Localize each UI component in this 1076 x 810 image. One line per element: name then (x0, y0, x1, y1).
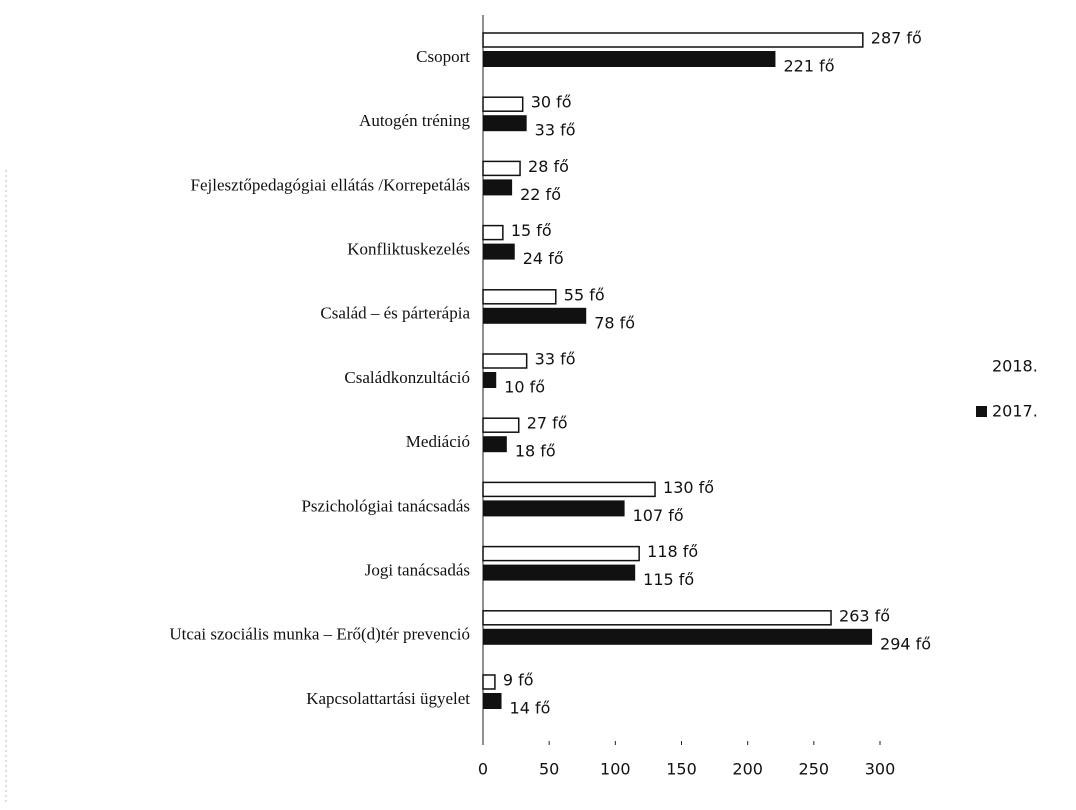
bar (482, 417, 520, 433)
x-tick-label: 300 (865, 760, 896, 779)
x-tick-label: 200 (732, 760, 763, 779)
value-label: 287 fő (871, 29, 922, 48)
bar (483, 51, 776, 67)
bar (482, 96, 524, 112)
bar (483, 115, 527, 132)
x-tick-label: 50 (539, 760, 559, 779)
value-label: 118 fő (647, 542, 698, 561)
category-label: Utcai szociális munka – Erő(d)tér preven… (169, 625, 470, 644)
bar (483, 500, 625, 517)
bar (482, 160, 521, 177)
category-label: Csoport (416, 47, 470, 66)
bar (483, 436, 507, 453)
value-label: 18 fő (515, 442, 556, 461)
value-label: 115 fő (643, 570, 694, 589)
bar (482, 545, 640, 562)
category-label: Konfliktuskezelés (347, 240, 470, 259)
bar (482, 224, 504, 241)
bar (482, 610, 832, 626)
bar (483, 693, 502, 709)
bar (483, 628, 873, 645)
bar (482, 481, 656, 498)
bar (483, 179, 513, 196)
category-label: Családkonzultáció (344, 368, 470, 387)
legend-swatch (976, 361, 987, 372)
legend-label: 2017. (992, 402, 1038, 421)
legend-label: 2018. (992, 357, 1038, 376)
x-tick-label: 100 (600, 760, 631, 779)
category-label: Autogén tréning (359, 111, 470, 130)
value-label: 30 fő (531, 93, 572, 112)
value-label: 221 fő (783, 57, 834, 76)
category-label: Mediáció (406, 432, 470, 451)
value-label: 15 fő (511, 221, 552, 240)
bar (483, 243, 515, 260)
x-tick-label: 0 (478, 760, 488, 779)
bar (483, 307, 587, 324)
value-label: 14 fő (510, 699, 551, 718)
value-label: 107 fő (633, 506, 684, 525)
bar (482, 32, 864, 48)
value-label: 10 fő (504, 378, 545, 397)
category-label: Család – és párterápia (320, 304, 470, 323)
bar (482, 289, 557, 305)
category-label: Fejlesztőpedagógiai ellátás /Korrepetálá… (191, 175, 470, 194)
value-label: 33 fő (535, 350, 576, 369)
bar (482, 674, 496, 690)
value-label: 55 fő (564, 285, 605, 304)
bar (482, 353, 528, 369)
x-tick-label: 250 (799, 760, 830, 779)
value-label: 9 fő (503, 671, 534, 690)
value-label: 294 fő (880, 634, 931, 653)
value-label: 27 fő (527, 414, 568, 433)
category-label: Jogi tanácsadás (365, 561, 470, 580)
value-label: 263 fő (839, 606, 890, 625)
legend-swatch (976, 406, 987, 417)
bar (483, 372, 497, 388)
value-label: 78 fő (594, 313, 635, 332)
value-label: 28 fő (528, 157, 569, 176)
value-label: 24 fő (523, 249, 564, 268)
bar (483, 564, 636, 581)
value-label: 33 fő (535, 121, 576, 140)
value-label: 130 fő (663, 478, 714, 497)
value-label: 22 fő (520, 185, 561, 204)
category-label: Kapcsolattartási ügyelet (306, 689, 470, 708)
category-label: Pszichológiai tanácsadás (301, 496, 470, 515)
x-tick-label: 150 (666, 760, 697, 779)
